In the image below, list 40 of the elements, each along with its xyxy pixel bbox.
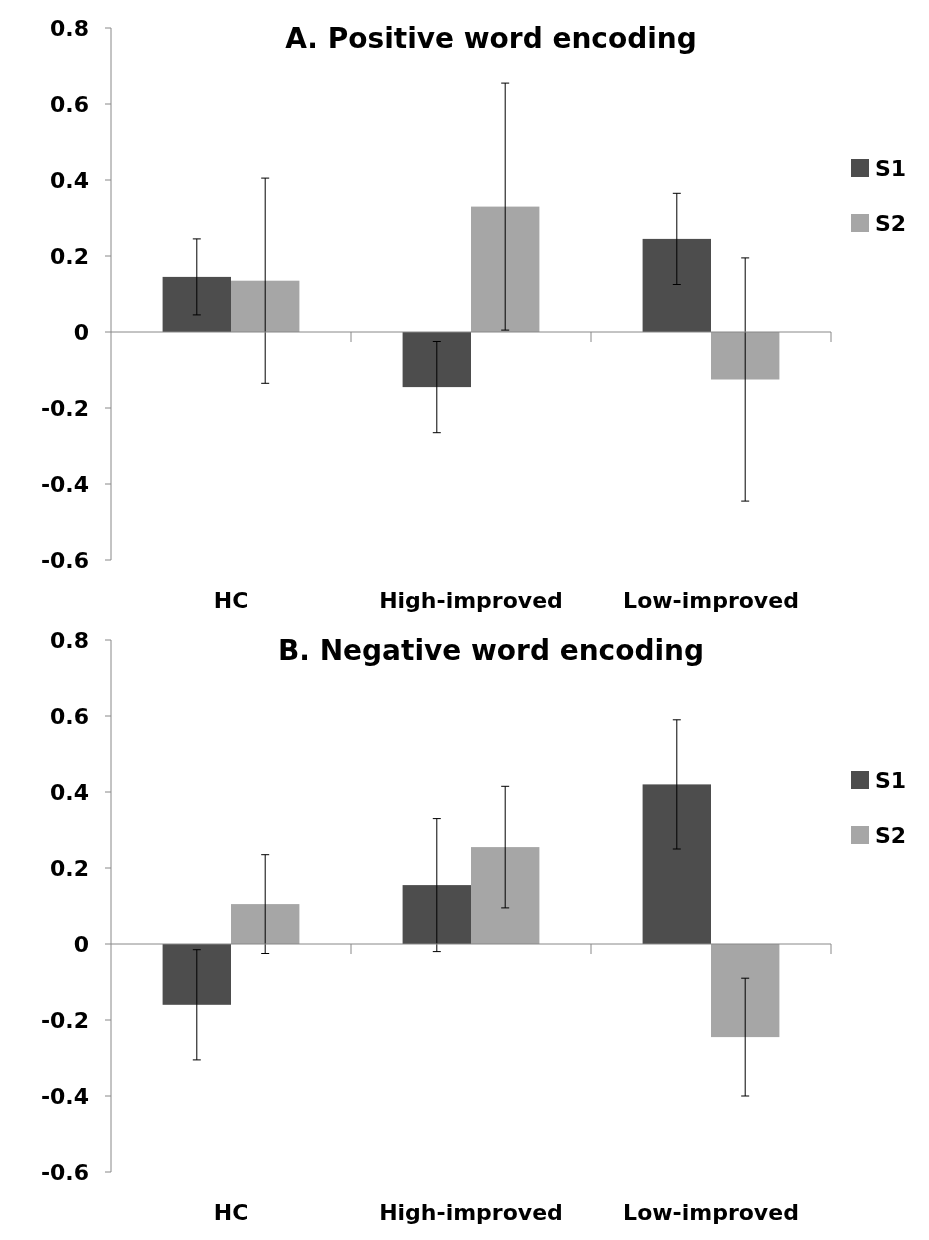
y-tick-label: -0.4 [40,1083,89,1109]
x-tick-label: HC [213,588,249,613]
y-tick-label: 0.2 [50,243,89,269]
bar [162,276,231,332]
y-tick-label: -0.6 [40,1159,89,1185]
legend-label: S1 [875,155,907,181]
y-tick-label: -0.4 [40,471,89,497]
bar [642,784,711,944]
legend-label: S2 [875,210,907,236]
y-tick-label: -0.2 [40,1007,89,1033]
y-tick-label: 0 [73,319,89,345]
bar [711,332,780,380]
y-tick-label: 0.8 [50,15,89,41]
y-tick-label: -0.2 [40,395,89,421]
x-tick-label: High-improved [379,1200,563,1225]
bar [642,238,711,332]
y-tick-label: 0.4 [50,167,89,193]
legend-label: S1 [875,767,907,793]
legend-label: S2 [875,822,907,848]
x-tick-label: Low-improved [623,588,799,613]
y-tick-label: 0.8 [50,627,89,653]
x-tick-label: Low-improved [623,1200,799,1225]
bar [402,332,471,388]
y-tick-label: -0.6 [40,547,89,573]
y-tick-label: 0.6 [50,703,89,729]
y-tick-label: 0.2 [50,855,89,881]
bar [231,280,300,332]
x-tick-label: High-improved [379,588,563,613]
bar [711,944,780,1038]
chart-title: A. Positive word encoding [285,22,697,55]
bar [162,944,231,1005]
bar [231,904,300,944]
x-tick-label: HC [213,1200,249,1225]
y-tick-label: 0.6 [50,91,89,117]
y-tick-label: 0 [73,931,89,957]
bar [471,847,540,944]
chart-title: B. Negative word encoding [277,634,705,667]
bar [471,206,540,332]
bar [402,885,471,944]
y-tick-label: 0.4 [50,779,89,805]
